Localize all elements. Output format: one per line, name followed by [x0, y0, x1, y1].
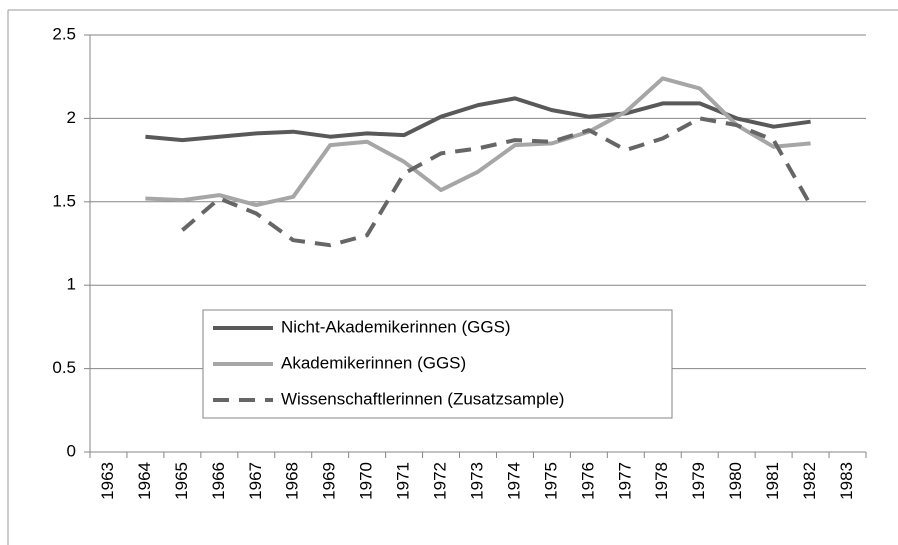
- x-tick-label: 1971: [394, 462, 413, 500]
- x-tick-label: 1975: [541, 462, 560, 500]
- x-tick-label: 1970: [357, 462, 376, 500]
- x-tick-label: 1964: [135, 462, 154, 500]
- x-tick-label: 1973: [467, 462, 486, 500]
- y-tick-label: 2: [67, 108, 76, 127]
- x-tick-label: 1979: [689, 462, 708, 500]
- y-tick-label: 1: [67, 275, 76, 294]
- x-tick-label: 1980: [726, 462, 745, 500]
- series-line: [145, 96, 811, 143]
- x-tick-label: 1976: [578, 462, 597, 500]
- y-tick-label: 0: [67, 441, 76, 460]
- x-tick-label: 1982: [800, 462, 819, 500]
- legend-label: Wissenschaftlerinnen (Zusatzsample): [281, 389, 564, 408]
- x-tick-label: 1969: [320, 462, 339, 500]
- y-tick-label: 0.5: [52, 358, 76, 377]
- legend-label: Nicht-Akademikerinnen (GGS): [281, 317, 511, 336]
- x-tick-label: 1968: [283, 462, 302, 500]
- x-tick-label: 1967: [246, 462, 265, 500]
- x-tick-label: 1966: [209, 462, 228, 500]
- x-tick-label: 1974: [504, 462, 523, 500]
- x-tick-label: 1963: [98, 462, 117, 500]
- x-tick-label: 1983: [837, 462, 856, 500]
- legend-box: [202, 309, 673, 419]
- x-tick-label: 1977: [615, 462, 634, 500]
- x-tick-label: 1981: [763, 462, 782, 500]
- series-line: [145, 76, 811, 208]
- x-tick-label: 1972: [431, 462, 450, 500]
- series-line: [181, 116, 813, 248]
- x-tick-label: 1965: [172, 462, 191, 500]
- y-tick-label: 2.5: [52, 24, 76, 43]
- legend-label: Akademikerinnen (GGS): [281, 353, 466, 372]
- x-tick-label: 1978: [652, 462, 671, 500]
- y-tick-label: 1.5: [52, 191, 76, 210]
